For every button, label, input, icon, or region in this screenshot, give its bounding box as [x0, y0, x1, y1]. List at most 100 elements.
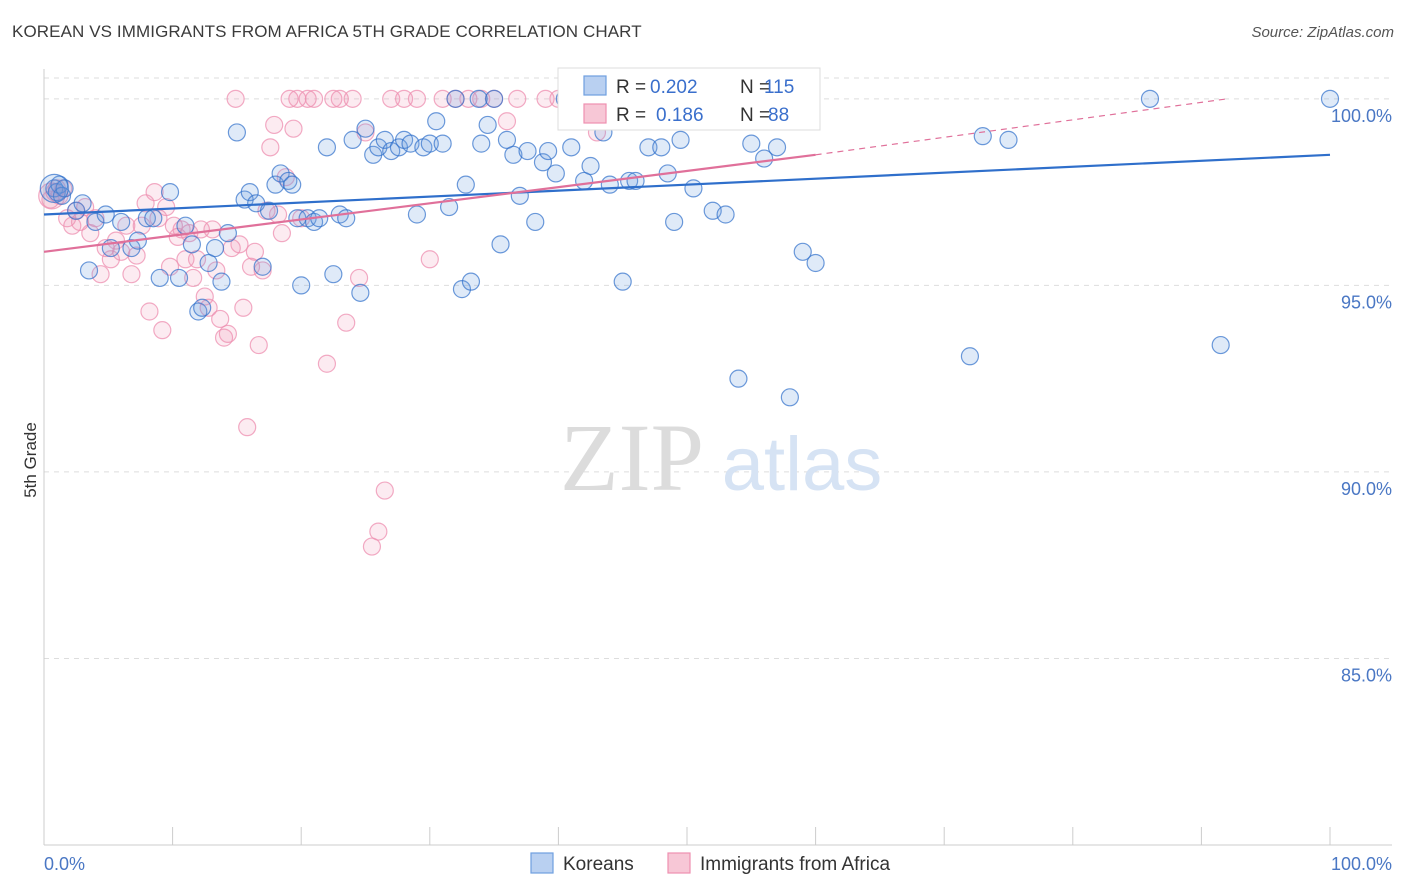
point-immigrants-59 — [284, 119, 303, 138]
point-immigrants-76 — [407, 89, 427, 108]
point-koreans-9 — [96, 205, 115, 224]
point-immigrants-85 — [536, 89, 555, 108]
point-immigrants-26 — [157, 197, 176, 217]
y-tick-label-0: 100.0% — [1331, 106, 1392, 126]
point-koreans-94 — [684, 179, 703, 198]
point-koreans-80 — [562, 138, 581, 157]
point-koreans-43 — [324, 265, 343, 284]
point-immigrants-47 — [238, 418, 257, 437]
point-immigrants-74 — [382, 89, 401, 108]
point-koreans-75 — [526, 212, 545, 232]
point-koreans-70 — [491, 235, 510, 254]
point-koreans-20 — [182, 235, 201, 254]
point-koreans-17 — [160, 183, 180, 202]
point-koreans-69 — [485, 89, 504, 108]
point-immigrants-42 — [218, 324, 237, 343]
point-koreans-36 — [283, 175, 302, 194]
legend-n-value-koreans: 115 — [764, 77, 794, 98]
point-koreans-6 — [73, 194, 92, 213]
point-koreans-102 — [780, 388, 799, 407]
point-immigrants-80 — [459, 89, 478, 108]
point-koreans-29 — [240, 183, 259, 202]
point-immigrants-39 — [207, 261, 226, 280]
point-immigrants-25 — [153, 321, 172, 340]
point-koreans-46 — [343, 130, 362, 149]
point-immigrants-53 — [261, 138, 280, 157]
legend-r-value-immigrants: 0.186 — [656, 105, 704, 126]
point-koreans-4 — [55, 179, 74, 198]
point-immigrants-50 — [249, 335, 268, 355]
point-koreans-3 — [52, 186, 72, 205]
point-koreans-31 — [253, 257, 272, 276]
x-tick-label-1: 100.0% — [1331, 854, 1392, 874]
point-immigrants-65 — [324, 89, 343, 108]
tick-labels: 100.0% 95.0% 90.0% 85.0% 0.0% 100.0% — [44, 106, 1392, 874]
point-immigrants-22 — [140, 302, 159, 321]
y-axis-title: 5th Grade — [21, 422, 40, 498]
point-koreans-77 — [539, 141, 558, 161]
point-koreans-24 — [205, 238, 225, 258]
point-koreans-19 — [176, 216, 195, 235]
point-koreans-59 — [427, 112, 446, 131]
legend-swatch-koreans — [583, 75, 607, 96]
point-koreans-76 — [533, 153, 553, 172]
point-koreans-58 — [420, 134, 439, 153]
watermark-zip: ZIP — [560, 404, 704, 511]
point-koreans-109 — [1211, 335, 1230, 355]
zipatlas-watermark: ZIP atlas — [560, 404, 882, 511]
source-label: Source: ZipAtlas.com — [1251, 24, 1394, 41]
legend-n-label-immigrants: N = — [740, 105, 770, 126]
point-koreans-84 — [600, 175, 619, 194]
point-immigrants-83 — [497, 112, 517, 131]
point-koreans-74 — [518, 141, 537, 161]
point-immigrants-78 — [433, 89, 452, 108]
y-tick-label-1: 95.0% — [1341, 292, 1392, 312]
point-koreans-99 — [742, 134, 761, 153]
point-immigrants-58 — [280, 89, 299, 108]
point-koreans-103 — [793, 242, 812, 261]
point-immigrants-37 — [199, 298, 218, 317]
point-immigrants-56 — [272, 224, 292, 243]
point-koreans-88 — [639, 138, 658, 157]
point-immigrants-49 — [245, 242, 265, 261]
point-koreans-18 — [169, 268, 189, 288]
x-tick-label-0: 0.0% — [44, 854, 85, 874]
point-koreans-cluster — [39, 173, 69, 203]
correlation-legend: R = 0.202 N = 115 R = 0.186 N = 88 — [557, 67, 821, 131]
point-immigrants-16 — [112, 242, 131, 261]
series-koreans — [39, 89, 1340, 407]
point-immigrants-69 — [349, 268, 369, 288]
point-koreans-78 — [546, 164, 565, 183]
point-immigrants-62 — [298, 89, 317, 108]
trend-line-koreans — [43, 153, 1331, 216]
series-legend-swatch-immigrants — [667, 852, 691, 874]
legend-n-label-koreans: N = — [740, 77, 770, 98]
legend-n-value-immigrants: 88 — [768, 105, 789, 126]
legend-r-label-koreans: R = — [616, 77, 646, 98]
point-koreans-101 — [767, 138, 787, 157]
point-koreans-91 — [665, 212, 684, 232]
point-immigrants-46 — [234, 298, 253, 317]
point-immigrants-64 — [317, 354, 337, 373]
point-immigrants-54 — [265, 115, 284, 135]
point-koreans-105 — [960, 347, 980, 366]
point-koreans-56 — [407, 205, 427, 224]
legend-swatch-immigrants — [583, 103, 607, 124]
series-legend: Koreans Immigrants from Africa — [530, 852, 890, 875]
point-immigrants-75 — [394, 89, 414, 108]
point-koreans-73 — [510, 186, 529, 205]
series-legend-swatch-koreans — [530, 852, 554, 874]
point-koreans-64 — [456, 175, 475, 194]
point-immigrants-33 — [184, 268, 203, 288]
y-tick-label-3: 85.0% — [1341, 665, 1392, 685]
point-immigrants-72 — [369, 522, 388, 541]
point-koreans-110 — [1320, 89, 1340, 108]
legend-r-label-immigrants: R = — [616, 105, 646, 126]
point-immigrants-73 — [375, 481, 394, 500]
trend-lines — [43, 98, 1331, 253]
point-koreans-104 — [806, 253, 825, 273]
point-koreans-15 — [144, 209, 163, 228]
point-koreans-11 — [112, 212, 131, 232]
point-koreans-89 — [652, 138, 671, 157]
point-koreans-68 — [478, 115, 497, 135]
